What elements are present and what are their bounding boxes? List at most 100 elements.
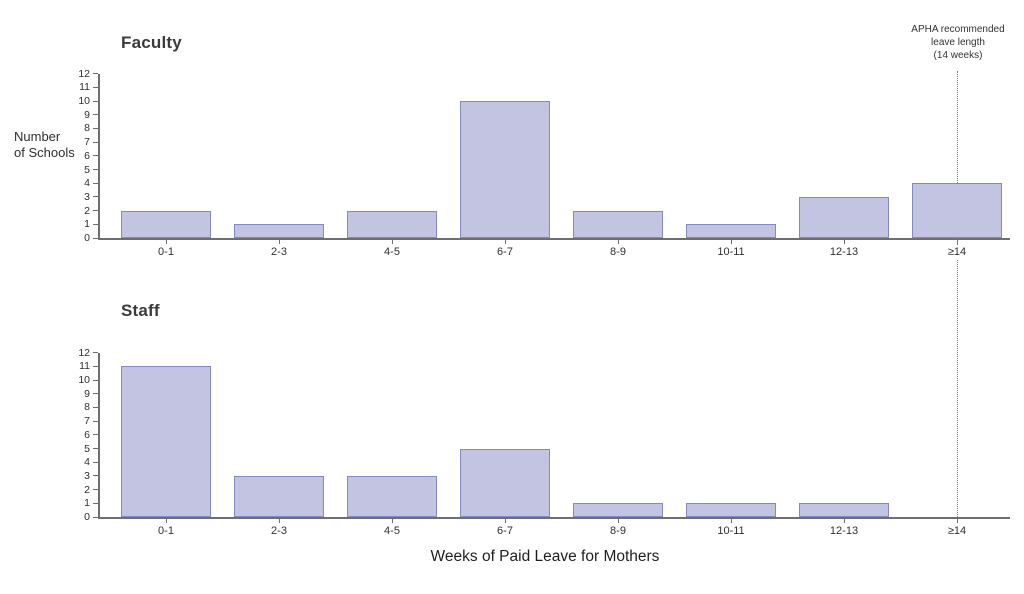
bar-faculty-8-9 (573, 210, 663, 238)
faculty-y-tick-label: 4 (84, 177, 90, 190)
faculty-y-tick-label: 9 (84, 108, 90, 121)
faculty-x-tick (844, 240, 845, 244)
staff-x-tick-label: 0-1 (136, 525, 196, 538)
staff-y-tick (93, 461, 98, 463)
faculty-x-tick (731, 240, 732, 244)
staff-x-tick-label: 8-9 (588, 525, 648, 538)
faculty-x-tick-label: 8-9 (588, 246, 648, 259)
staff-y-tick-label: 8 (84, 401, 90, 414)
faculty-y-tick-label: 5 (84, 163, 90, 176)
apha-annotation-line1: APHA recommended (911, 24, 1005, 35)
faculty-x-tick-label: 0-1 (136, 246, 196, 259)
faculty-y-tick-label: 3 (84, 190, 90, 203)
staff-y-tick (93, 420, 98, 422)
staff-y-tick-label: 5 (84, 442, 90, 455)
staff-x-tick (957, 519, 958, 523)
staff-y-tick-label: 12 (78, 346, 90, 359)
faculty-y-tick-label: 12 (78, 67, 90, 80)
faculty-y-tick (93, 196, 98, 198)
faculty-x-tick (392, 240, 393, 244)
faculty-y-tick (93, 86, 98, 88)
staff-y-tick (93, 379, 98, 381)
y-axis-title: Number of Schools (14, 129, 75, 161)
bar-faculty-≥14 (912, 183, 1002, 238)
staff-x-tick (166, 519, 167, 523)
staff-x-tick (731, 519, 732, 523)
bar-staff-0-1 (121, 366, 211, 517)
apha-annotation-line2: leave length (931, 37, 985, 48)
bar-faculty-6-7 (460, 101, 550, 238)
y-axis-title-line2: of Schools (14, 145, 75, 160)
faculty-y-tick (93, 155, 98, 157)
staff-x-tick (844, 519, 845, 523)
staff-y-tick-label: 3 (84, 469, 90, 482)
bar-faculty-10-11 (686, 224, 776, 238)
faculty-x-tick-label: 4-5 (362, 246, 422, 259)
faculty-y-tick (93, 127, 98, 129)
faculty-y-tick-label: 7 (84, 136, 90, 149)
staff-y-tick-label: 10 (78, 374, 90, 386)
staff-y-tick (93, 502, 98, 504)
staff-x-tick-label: 6-7 (475, 525, 535, 538)
bar-staff-2-3 (234, 475, 324, 517)
staff-x-tick (618, 519, 619, 523)
staff-y-axis-line (98, 352, 100, 519)
staff-y-tick-label: 4 (84, 456, 90, 469)
staff-y-tick (93, 406, 98, 408)
staff-x-tick (392, 519, 393, 523)
bar-faculty-12-13 (799, 196, 889, 238)
bar-faculty-0-1 (121, 210, 211, 238)
staff-x-tick-label: 4-5 (362, 525, 422, 538)
faculty-y-tick-label: 11 (79, 81, 90, 94)
staff-y-tick (93, 516, 98, 518)
staff-y-tick (93, 475, 98, 477)
staff-y-tick (93, 393, 98, 395)
faculty-y-axis-line (98, 73, 100, 240)
faculty-x-tick (618, 240, 619, 244)
faculty-x-tick (166, 240, 167, 244)
x-axis-title: Weeks of Paid Leave for Mothers (430, 548, 660, 565)
y-axis-title-line1: Number (14, 129, 61, 144)
faculty-x-tick (279, 240, 280, 244)
staff-y-tick-label: 0 (84, 511, 90, 523)
staff-y-tick-label: 6 (84, 428, 90, 441)
staff-x-tick (505, 519, 506, 523)
staff-x-tick (279, 519, 280, 523)
faculty-y-tick (93, 114, 98, 116)
staff-y-tick-label: 2 (84, 483, 90, 496)
bar-faculty-2-3 (234, 224, 324, 238)
faculty-y-tick (93, 100, 98, 102)
faculty-y-tick (93, 237, 98, 239)
staff-y-tick (93, 365, 98, 367)
bar-staff-10-11 (686, 503, 776, 517)
faculty-x-tick-label: 2-3 (249, 246, 309, 259)
faculty-y-tick-label: 0 (84, 232, 90, 244)
faculty-x-tick-label: 6-7 (475, 246, 535, 259)
staff-x-tick-label: ≥14 (927, 525, 987, 538)
staff-x-tick-label: 12-13 (814, 525, 874, 538)
staff-y-tick (93, 448, 98, 449)
faculty-y-tick (93, 223, 98, 225)
staff-x-tick-label: 10-11 (701, 525, 761, 538)
staff-x-tick-label: 2-3 (249, 525, 309, 538)
staff-y-tick (93, 352, 98, 354)
staff-y-tick-label: 9 (84, 387, 90, 400)
apha-annotation: APHA recommended leave length (14 weeks) (888, 23, 1024, 62)
faculty-x-tick-label: 12-13 (814, 246, 874, 259)
faculty-y-tick-label: 2 (84, 204, 90, 217)
staff-y-tick-label: 1 (84, 497, 90, 510)
faculty-y-tick-label: 10 (78, 95, 90, 107)
faculty-y-tick (93, 141, 98, 143)
faculty-y-tick-label: 1 (84, 218, 90, 231)
bar-staff-12-13 (799, 503, 889, 517)
apha-annotation-line3: (14 weeks) (933, 50, 983, 61)
faculty-y-tick (93, 169, 98, 170)
staff-panel-title: Staff (121, 301, 160, 320)
faculty-x-tick-label: ≥14 (927, 246, 987, 259)
faculty-panel-title: Faculty (121, 33, 182, 52)
bar-staff-8-9 (573, 503, 663, 517)
faculty-x-axis-line (98, 238, 1010, 240)
staff-x-axis-line (98, 517, 1010, 519)
faculty-y-tick (93, 210, 98, 212)
